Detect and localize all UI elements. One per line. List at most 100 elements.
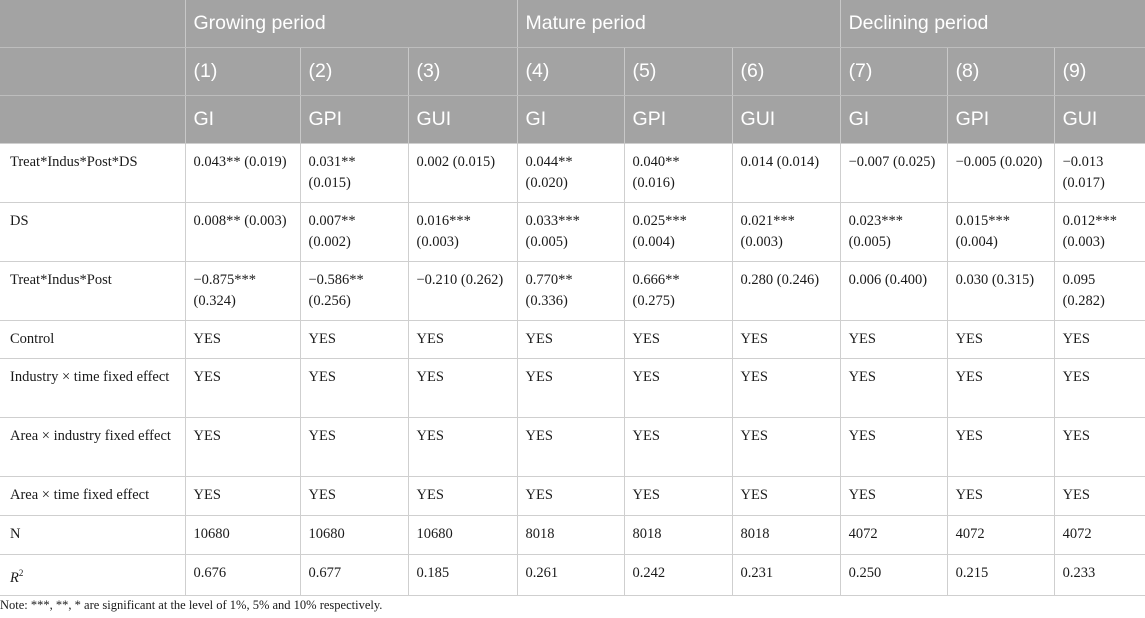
table-cell: YES [946, 476, 1055, 516]
table-cell: 0.770** (0.336) [516, 261, 625, 321]
period-header-declining: Declining period [839, 0, 1145, 48]
table-cell: 0.215 [946, 554, 1055, 596]
column-variable: GUI [731, 95, 841, 144]
table-header: Growing period Mature period Declining p… [0, 0, 1145, 144]
column-variable: GPI [623, 95, 733, 144]
table-cell: 0.012*** (0.003) [1053, 202, 1145, 262]
table-cell: YES [731, 320, 841, 359]
column-number: (2) [299, 47, 408, 96]
table-row: Area × industry fixed effect YES YES YES… [0, 417, 1145, 477]
table-cell: 0.021*** (0.003) [731, 202, 841, 262]
column-number: (1) [184, 47, 300, 96]
column-variable: GPI [299, 95, 408, 144]
table-cell: 4072 [946, 515, 1055, 555]
column-number: (8) [946, 47, 1055, 96]
table-cell: YES [731, 417, 841, 477]
table-cell: −0.013 (0.017) [1053, 143, 1145, 203]
table-cell: YES [623, 320, 733, 359]
column-number: (3) [407, 47, 518, 96]
table-cell: 0.007** (0.002) [299, 202, 408, 262]
table-cell: 4072 [1053, 515, 1145, 555]
table-cell: YES [407, 320, 518, 359]
row-label: N [0, 515, 185, 555]
regression-results-table: Growing period Mature period Declining p… [0, 0, 1145, 596]
table-cell: 0.006 (0.400) [839, 261, 948, 321]
row-label: Area × time fixed effect [0, 476, 185, 516]
column-variable: GPI [946, 95, 1055, 144]
table-cell: YES [1053, 417, 1145, 477]
column-number: (9) [1053, 47, 1145, 96]
header-corner [0, 0, 185, 48]
table-row: DS 0.008** (0.003) 0.007** (0.002) 0.016… [0, 202, 1145, 262]
table-cell: 0.016*** (0.003) [407, 202, 518, 262]
table-cell: YES [731, 476, 841, 516]
table-cell: YES [299, 320, 408, 359]
table-cell: YES [623, 417, 733, 477]
table-cell: YES [516, 417, 625, 477]
r-squared-superscript: 2 [18, 568, 24, 578]
table-cell: 10680 [407, 515, 518, 555]
table-cell: 10680 [299, 515, 408, 555]
column-number: (4) [516, 47, 625, 96]
table-cell: 0.233 [1053, 554, 1145, 596]
table-cell: YES [407, 476, 518, 516]
table-cell: YES [623, 358, 733, 418]
table-cell: 0.015*** (0.004) [946, 202, 1055, 262]
table-cell: YES [516, 476, 625, 516]
table-cell: YES [184, 417, 300, 477]
table-cell: YES [623, 476, 733, 516]
table-cell: 8018 [516, 515, 625, 555]
table-cell: 0.280 (0.246) [731, 261, 841, 321]
period-header-growing: Growing period [184, 0, 518, 48]
column-number: (5) [623, 47, 733, 96]
table-cell: YES [946, 358, 1055, 418]
table-row: Control YES YES YES YES YES YES YES YES … [0, 320, 1145, 359]
table-cell: −0.586** (0.256) [299, 261, 408, 321]
column-variable: GI [516, 95, 625, 144]
row-label: Treat*Indus*Post [0, 261, 185, 321]
table-cell: −0.875*** (0.324) [184, 261, 300, 321]
table-cell: YES [184, 476, 300, 516]
table-cell: 0.031** (0.015) [299, 143, 408, 203]
table-cell: 0.040** (0.016) [623, 143, 733, 203]
table-cell: 0.231 [731, 554, 841, 596]
table-cell: YES [1053, 358, 1145, 418]
column-variable: GI [184, 95, 300, 144]
column-variable: GUI [407, 95, 518, 144]
table-cell: 0.044** (0.020) [516, 143, 625, 203]
table-cell: 0.666** (0.275) [623, 261, 733, 321]
period-header-mature: Mature period [516, 0, 841, 48]
table-cell: YES [731, 358, 841, 418]
table-cell: 0.095 (0.282) [1053, 261, 1145, 321]
table-row: Treat*Indus*Post −0.875*** (0.324) −0.58… [0, 261, 1145, 321]
table-cell: YES [839, 358, 948, 418]
table-cell: YES [407, 358, 518, 418]
table-cell: YES [299, 476, 408, 516]
table-cell: 0.023*** (0.005) [839, 202, 948, 262]
table-cell: YES [299, 417, 408, 477]
row-label: Treat*Indus*Post*DS [0, 143, 185, 203]
table-cell: YES [516, 320, 625, 359]
table-row: Treat*Indus*Post*DS 0.043** (0.019) 0.03… [0, 143, 1145, 203]
table-cell: 0.677 [299, 554, 408, 596]
column-variable: GI [839, 95, 948, 144]
table-note: Note: ***, **, * are significant at the … [0, 598, 383, 612]
table-cell: 0.030 (0.315) [946, 261, 1055, 321]
table-cell: 0.014 (0.014) [731, 143, 841, 203]
table-cell: −0.005 (0.020) [946, 143, 1055, 203]
table-cell: YES [516, 358, 625, 418]
table-cell: 0.250 [839, 554, 948, 596]
column-variable: GUI [1053, 95, 1145, 144]
table-cell: YES [184, 320, 300, 359]
table-cell: YES [1053, 320, 1145, 359]
table-cell: 0.008** (0.003) [184, 202, 300, 262]
table-cell: 0.261 [516, 554, 625, 596]
table-cell: YES [1053, 476, 1145, 516]
table-cell: YES [407, 417, 518, 477]
table-row: R2 0.676 0.677 0.185 0.261 0.242 0.231 0… [0, 554, 1145, 596]
table-cell: 10680 [184, 515, 300, 555]
table-cell: 0.043** (0.019) [184, 143, 300, 203]
table-cell: 8018 [623, 515, 733, 555]
header-corner [0, 95, 185, 144]
r-squared-base: R [10, 569, 19, 586]
